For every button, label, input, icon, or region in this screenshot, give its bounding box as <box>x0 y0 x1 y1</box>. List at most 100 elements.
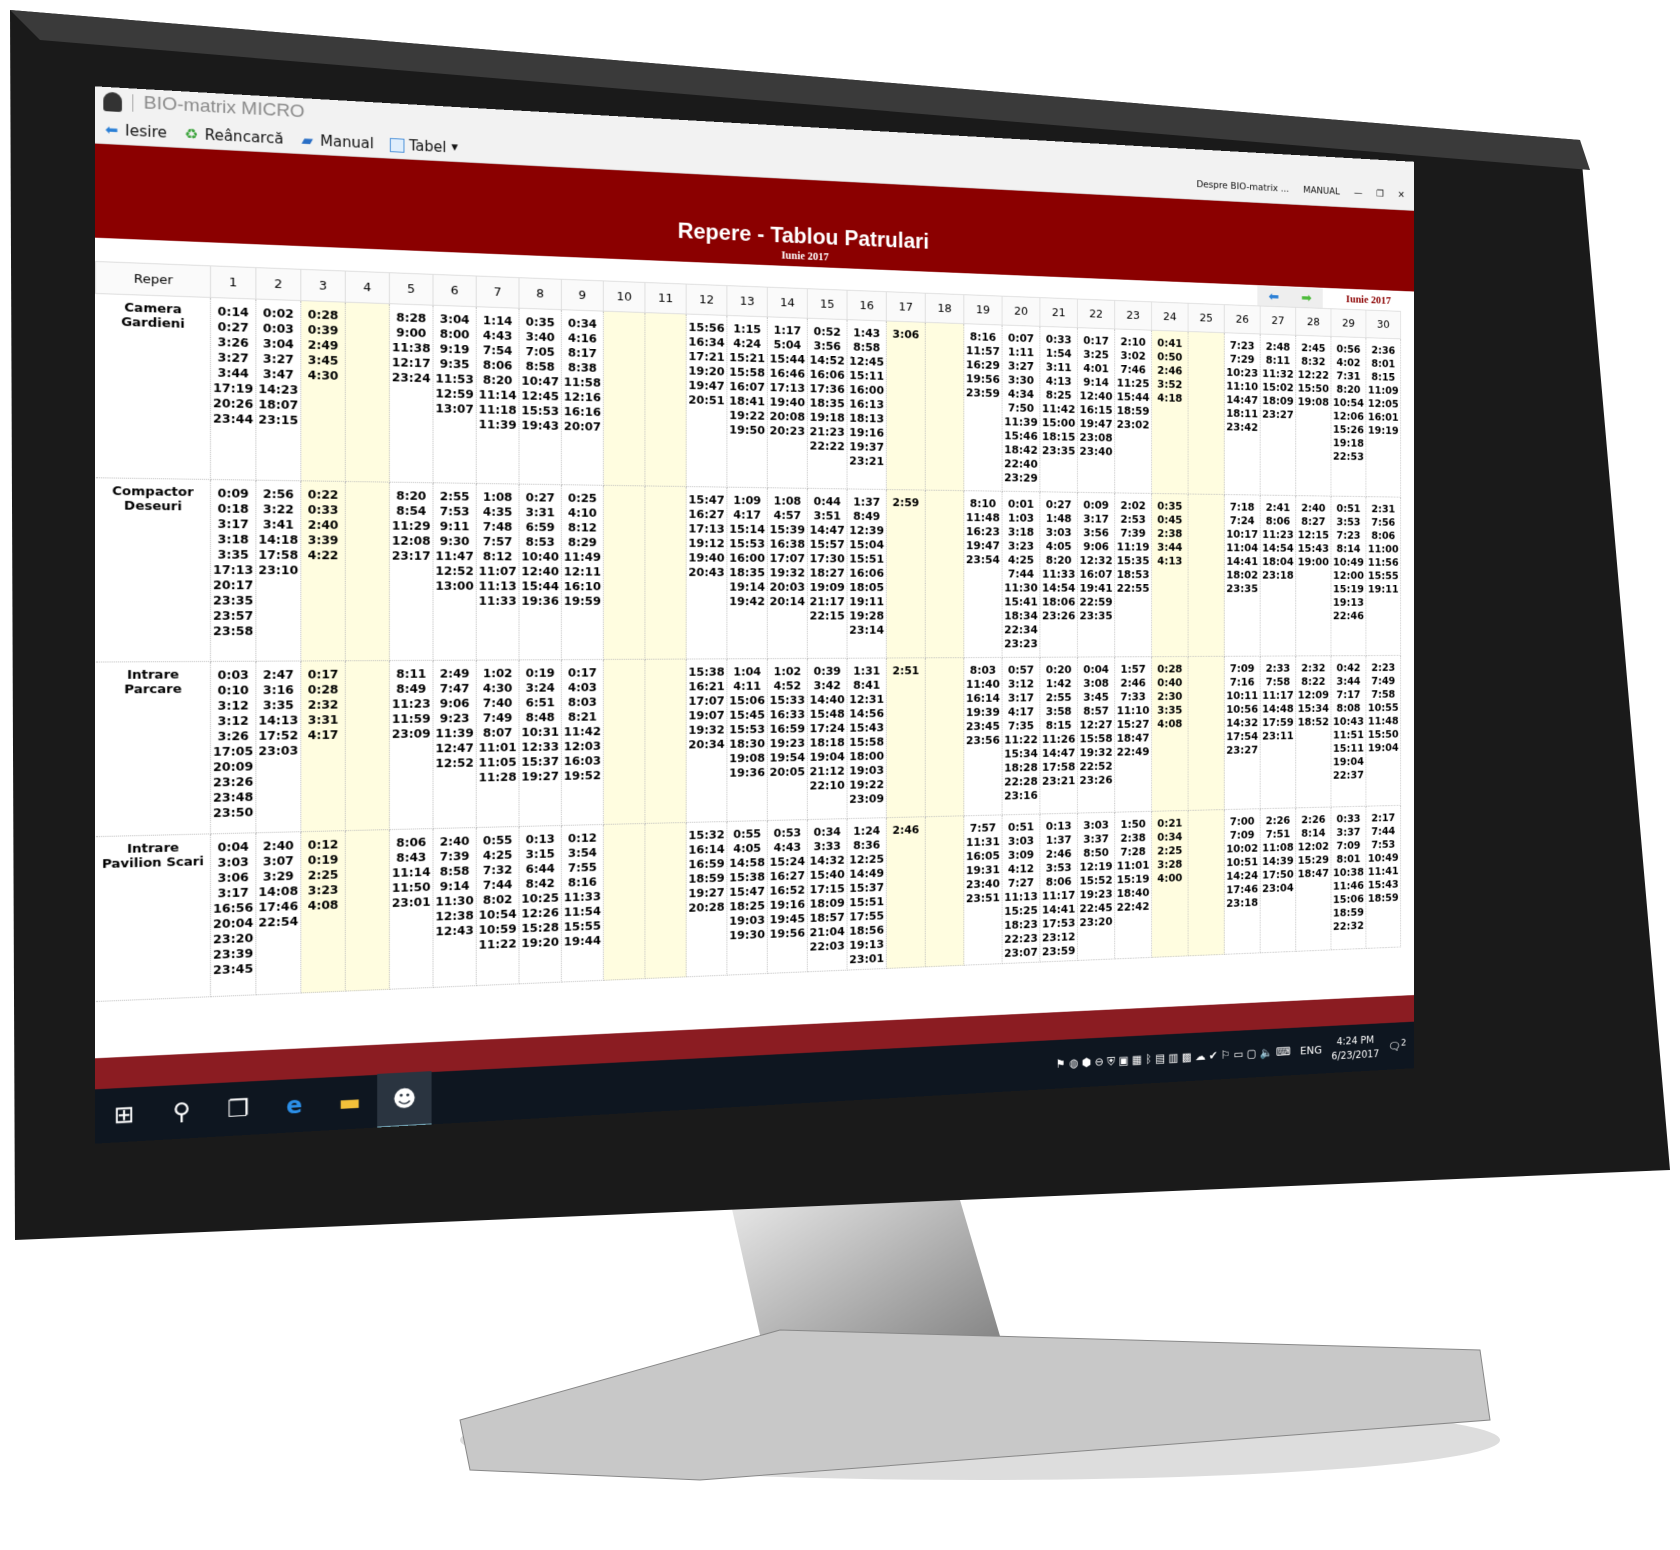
day-cell[interactable] <box>1188 809 1225 956</box>
column-header-day[interactable]: 14 <box>767 287 808 319</box>
column-header-day[interactable]: 13 <box>726 285 768 317</box>
day-cell[interactable]: 1:02 4:52 15:33 16:33 16:59 19:23 19:54 20:05 <box>767 658 808 821</box>
day-cell[interactable]: 2:51 <box>886 657 926 818</box>
day-cell[interactable]: 0:21 0:34 2:25 3:28 4:00 <box>1151 810 1189 958</box>
minimize-button[interactable]: — <box>1353 186 1363 199</box>
column-header-day[interactable]: 29 <box>1330 308 1366 338</box>
bio-matrix-taskbar-button[interactable]: ☻ <box>377 1071 432 1129</box>
day-cell[interactable]: 7:18 7:24 10:17 11:04 14:41 18:02 23:35 <box>1224 494 1261 657</box>
day-cell[interactable]: 0:22 0:33 2:40 3:39 4:22 <box>300 480 346 661</box>
day-cell[interactable]: 2:17 7:44 7:53 10:49 11:41 15:43 18:59 <box>1365 805 1401 949</box>
day-cell[interactable] <box>925 490 964 658</box>
edge-browser-button[interactable]: e <box>266 1078 322 1134</box>
day-cell[interactable]: 0:09 0:18 3:17 3:18 3:35 17:13 20:17 23:35 23:57… <box>210 479 256 662</box>
day-cell[interactable] <box>603 823 645 981</box>
day-cell[interactable]: 2:32 8:22 12:09 15:34 18:52 <box>1295 655 1331 808</box>
column-header-day[interactable]: 5 <box>389 272 434 306</box>
column-header-day[interactable]: 19 <box>963 294 1003 325</box>
day-cell[interactable]: 15:32 16:14 16:59 18:59 19:27 20:28 <box>686 821 727 977</box>
day-cell[interactable]: 0:51 3:53 7:23 8:14 10:49 12:00 15:19 19:13 22:4… <box>1330 496 1366 656</box>
day-cell[interactable]: 8:16 11:57 16:29 19:56 23:59 <box>963 323 1003 492</box>
day-cell[interactable]: 2:26 8:14 12:02 15:29 18:47 <box>1295 807 1331 952</box>
column-header-day[interactable]: 1 <box>210 265 256 300</box>
day-cell[interactable]: 0:17 4:03 8:03 8:21 11:42 12:03 16:03 19:52 <box>561 659 604 826</box>
day-cell[interactable]: 0:13 1:37 2:46 3:53 8:06 11:17 14:41 17:53 23:12… <box>1039 813 1078 963</box>
day-cell[interactable]: 2:36 8:01 8:15 11:09 12:05 16:01 19:19 <box>1365 337 1401 498</box>
day-cell[interactable]: 2:59 <box>886 489 926 659</box>
column-header-day[interactable]: 7 <box>476 276 520 309</box>
day-cell[interactable]: 2:56 3:22 3:41 14:18 17:58 23:10 <box>255 480 301 662</box>
day-cell[interactable]: 2:02 2:53 7:39 11:19 15:35 18:53 22:55 <box>1114 492 1152 657</box>
column-header-day[interactable]: 6 <box>433 274 477 307</box>
column-header-day[interactable]: 11 <box>644 282 687 315</box>
day-cell[interactable]: 0:27 3:31 6:59 8:53 10:40 12:40 15:44 19:36 <box>519 484 562 660</box>
day-cell[interactable]: 0:19 3:24 6:51 8:48 10:31 12:33 15:37 19:27 <box>519 659 562 827</box>
day-cell[interactable]: 2:48 8:11 11:32 15:02 18:09 23:27 <box>1260 333 1296 496</box>
day-cell[interactable]: 2:23 7:49 7:58 10:55 11:48 15:50 19:04 <box>1365 655 1401 807</box>
day-cell[interactable] <box>925 657 964 817</box>
column-header-day[interactable]: 30 <box>1365 310 1401 339</box>
manual-button[interactable]: ▰ Manual <box>299 131 374 152</box>
day-cell[interactable]: 8:28 9:00 11:38 12:17 23:24 <box>389 303 434 483</box>
column-header-day[interactable]: 16 <box>847 290 887 321</box>
day-cell[interactable]: 0:13 3:15 6:44 8:42 10:25 12:26 15:28 19:20 <box>519 825 562 984</box>
day-cell[interactable]: 0:33 3:37 7:09 8:01 10:38 11:46 15:06 18:59 22:3… <box>1330 806 1366 950</box>
day-cell[interactable]: 0:34 4:16 8:17 8:38 11:58 12:16 16:16 20:07 <box>561 309 604 486</box>
column-header-day[interactable]: 22 <box>1077 299 1115 329</box>
day-cell[interactable]: 1:08 4:35 7:48 7:57 8:12 11:07 11:13 11:33 <box>476 483 520 661</box>
day-cell[interactable]: 1:08 4:57 15:39 16:38 17:07 19:32 20:03 20:14 <box>767 487 808 659</box>
day-cell[interactable]: 2:46 <box>886 816 926 969</box>
task-view-button[interactable]: ❐ <box>210 1081 266 1138</box>
day-cell[interactable]: 0:52 3:56 14:52 16:06 17:36 18:35 19:18 21:23 22… <box>807 318 848 489</box>
day-cell[interactable] <box>345 481 390 661</box>
day-cell[interactable]: 0:56 4:02 7:31 8:20 10:54 12:06 15:26 19:18 22:5… <box>1330 336 1366 497</box>
day-cell[interactable]: 1:04 4:11 15:06 15:45 15:53 18:30 19:08 19:36 <box>726 658 768 822</box>
day-cell[interactable]: 8:20 8:54 11:29 12:08 23:17 <box>389 482 434 661</box>
day-cell[interactable]: 1:43 8:58 12:45 15:11 16:00 16:13 18:13 19:16 19… <box>847 319 887 490</box>
column-header-day[interactable]: 24 <box>1151 301 1189 332</box>
column-header-day[interactable]: 15 <box>807 288 848 320</box>
day-cell[interactable]: 0:17 0:28 2:32 3:31 4:17 <box>300 660 346 832</box>
column-header-day[interactable]: 17 <box>886 291 926 323</box>
day-cell[interactable]: 0:09 3:17 3:56 9:06 12:32 16:07 19:41 22:59 23:3… <box>1077 492 1115 658</box>
day-cell[interactable] <box>345 829 390 992</box>
day-cell[interactable]: 1:14 4:43 7:54 8:06 8:20 11:14 11:18 11:39 <box>476 306 520 485</box>
day-cell[interactable]: 0:41 0:50 2:46 3:52 4:18 <box>1151 330 1189 494</box>
restore-button[interactable]: ❐ <box>1376 188 1384 200</box>
day-cell[interactable]: 15:56 16:34 17:21 19:20 19:47 20:51 <box>686 314 727 488</box>
day-cell[interactable] <box>925 815 964 967</box>
prev-month-button[interactable]: ⬅ <box>1257 285 1291 307</box>
day-cell[interactable]: 1:31 8:41 12:31 14:56 15:43 15:58 18:00 19:03 19… <box>847 658 887 819</box>
day-cell[interactable]: 2:40 3:07 3:29 14:08 17:46 22:54 <box>255 831 301 995</box>
day-cell[interactable]: 0:55 4:25 7:32 7:44 8:02 10:54 10:59 11:22 <box>476 826 520 986</box>
column-header-day[interactable]: 10 <box>603 280 645 313</box>
day-cell[interactable]: 0:20 1:42 2:55 3:58 8:15 11:26 14:47 17:58 23:21 <box>1039 657 1078 814</box>
day-cell[interactable]: 0:39 3:42 14:40 15:48 17:24 18:18 19:04 21:12 22… <box>807 658 848 820</box>
day-cell[interactable] <box>603 659 645 825</box>
day-cell[interactable] <box>1188 656 1225 811</box>
day-cell[interactable]: 0:51 3:03 3:09 4:12 7:27 11:13 15:25 18:23 22:23… <box>1002 813 1040 964</box>
day-cell[interactable]: 0:14 0:27 3:26 3:27 3:44 17:19 20:26 23:44 <box>210 297 256 481</box>
day-cell[interactable]: 0:33 1:54 3:11 4:13 8:25 11:42 15:00 18:15 23:35 <box>1039 326 1078 493</box>
column-header-day[interactable]: 26 <box>1224 304 1261 334</box>
day-cell[interactable]: 7:57 11:31 16:05 19:31 23:40 23:51 <box>963 814 1003 966</box>
day-cell[interactable] <box>925 322 964 491</box>
search-button[interactable]: ⚲ <box>153 1083 210 1140</box>
day-cell[interactable]: 2:49 7:47 9:06 9:23 11:39 12:47 12:52 <box>433 660 477 829</box>
day-cell[interactable]: 2:26 7:51 11:08 14:39 17:50 23:04 <box>1260 807 1296 953</box>
day-cell[interactable]: 0:35 3:40 7:05 8:58 10:47 12:45 15:53 19:43 <box>519 308 562 485</box>
day-cell[interactable]: 2:40 8:27 12:15 15:43 19:00 <box>1295 495 1331 656</box>
column-header-day[interactable]: 4 <box>345 271 390 304</box>
day-cell[interactable] <box>345 302 390 483</box>
manual-link[interactable]: MANUAL <box>1303 184 1340 197</box>
reload-button[interactable]: ♻ Reâncarcă <box>183 125 284 147</box>
column-header-day[interactable]: 2 <box>255 267 301 301</box>
day-cell[interactable]: 0:53 4:43 15:24 16:27 16:52 19:16 19:45 19:56 <box>767 819 808 974</box>
table-dropdown[interactable]: Tabel ▼ <box>389 136 458 156</box>
day-cell[interactable]: 8:03 11:40 16:14 19:39 23:45 23:56 <box>963 657 1003 816</box>
day-cell[interactable]: 0:44 3:51 14:47 15:57 17:30 18:27 19:09 21:17 22… <box>807 488 848 659</box>
day-cell[interactable]: 0:02 0:03 3:04 3:27 3:47 14:23 18:07 23:15 <box>255 299 301 481</box>
day-cell[interactable]: 0:12 3:54 7:55 8:16 11:33 11:54 15:55 19:44 <box>561 824 604 983</box>
day-cell[interactable] <box>1188 331 1225 495</box>
day-cell[interactable]: 1:02 4:30 7:40 7:49 8:07 11:01 11:05 11:28 <box>476 659 520 828</box>
